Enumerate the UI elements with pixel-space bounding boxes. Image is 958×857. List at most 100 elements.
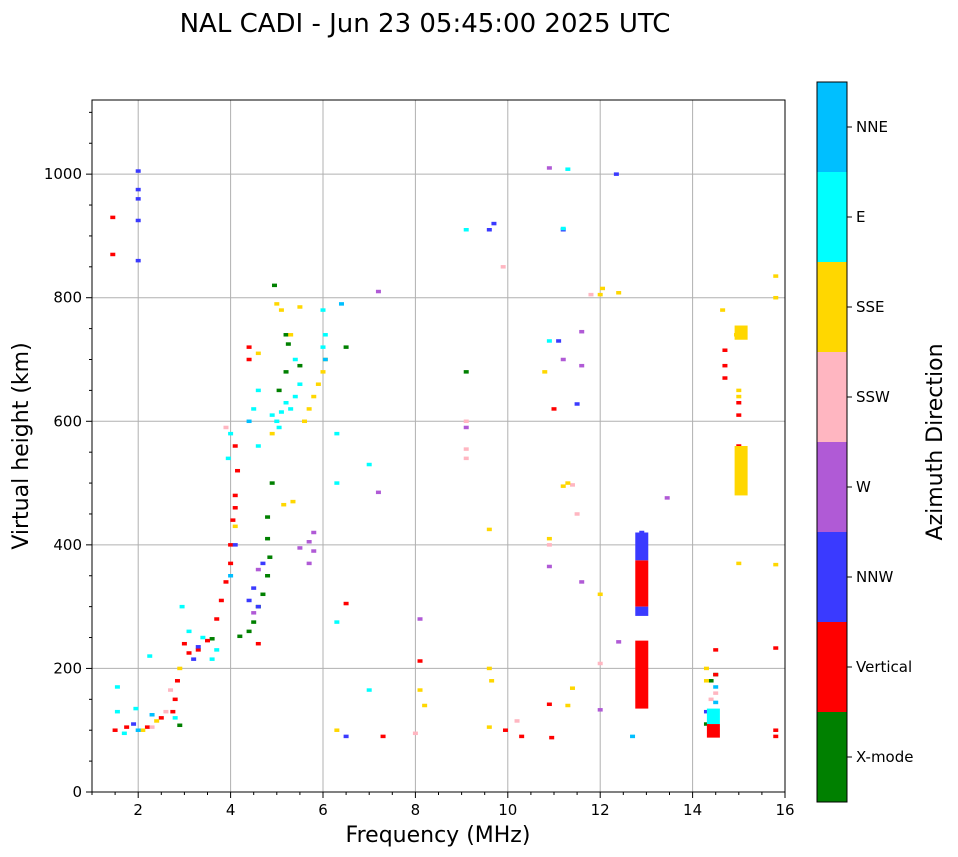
data-point: [773, 274, 779, 278]
data-point: [713, 672, 719, 677]
data-point: [560, 226, 566, 231]
data-point: [486, 725, 492, 729]
data-point: [246, 357, 252, 362]
data-point: [519, 734, 525, 739]
data-point: [131, 722, 137, 726]
data-point: [463, 228, 469, 232]
data-point: [154, 719, 160, 723]
data-point: [556, 339, 562, 343]
colorbar-title: Azimuth Direction: [923, 343, 948, 540]
data-point: [228, 543, 234, 547]
data-point: [343, 601, 349, 606]
data-point: [147, 654, 153, 658]
data-point: [630, 734, 636, 739]
data-point: [417, 617, 423, 621]
data-point: [588, 292, 594, 297]
data-point: [223, 580, 229, 584]
echo-band: [706, 708, 720, 725]
plot-frame: [91, 99, 786, 793]
data-point: [320, 345, 326, 349]
data-point: [255, 444, 261, 448]
y-tick-label: 400: [53, 536, 82, 554]
data-point: [773, 646, 779, 650]
data-point: [278, 410, 284, 414]
data-point: [302, 419, 308, 424]
data-point: [274, 302, 280, 306]
data-point: [708, 697, 714, 702]
data-point: [560, 484, 566, 488]
data-point: [235, 468, 241, 473]
series-w: [251, 166, 670, 712]
data-point: [179, 604, 185, 609]
data-point: [255, 604, 261, 609]
data-point: [565, 481, 571, 485]
data-point: [422, 703, 428, 708]
data-point: [255, 567, 261, 572]
data-point: [265, 536, 271, 541]
data-point: [412, 731, 418, 736]
data-point: [703, 679, 709, 683]
data-point: [163, 709, 169, 714]
data-point: [251, 586, 257, 590]
data-point: [417, 688, 423, 692]
data-point: [246, 345, 252, 349]
data-point: [773, 295, 779, 300]
data-point: [124, 725, 130, 729]
data-point: [574, 402, 580, 406]
data-point: [267, 555, 273, 559]
data-point: [195, 645, 201, 649]
data-point: [560, 357, 566, 362]
x-tick-label: 4: [226, 801, 236, 819]
data-point: [251, 611, 257, 615]
data-point: [546, 339, 552, 343]
data-point: [569, 483, 575, 487]
data-point: [232, 444, 238, 448]
data-point: [320, 370, 326, 374]
data-point: [334, 431, 340, 436]
data-point: [205, 638, 210, 643]
data-point: [292, 357, 298, 362]
data-point: [736, 561, 742, 566]
data-point: [463, 447, 469, 451]
data-point: [251, 620, 257, 624]
data-point: [375, 490, 381, 495]
data-point: [334, 620, 340, 624]
y-tick-label: 200: [53, 659, 82, 677]
colorbar-label: E: [856, 208, 865, 226]
echo-band: [734, 446, 748, 496]
series-nnw: [131, 169, 709, 739]
data-point: [616, 291, 622, 295]
data-point: [172, 716, 178, 720]
data-point: [463, 425, 469, 430]
data-point: [600, 286, 606, 291]
data-point: [214, 648, 220, 652]
data-point: [232, 493, 238, 498]
data-point: [265, 574, 271, 578]
series-nne: [135, 302, 719, 739]
data-point: [276, 425, 282, 430]
data-point: [186, 629, 192, 634]
data-point: [703, 709, 709, 714]
data-point: [149, 713, 155, 717]
colorbar-segment: [817, 622, 847, 712]
data-point: [181, 641, 187, 646]
data-point: [228, 561, 234, 566]
data-point: [269, 413, 275, 417]
echo-band: [734, 325, 748, 340]
data-point: [200, 635, 206, 640]
data-point: [260, 561, 266, 566]
data-point: [297, 305, 303, 309]
data-point: [579, 363, 585, 368]
data-point: [491, 221, 497, 226]
data-point: [736, 401, 742, 405]
data-point: [722, 348, 728, 352]
data-point: [278, 308, 284, 312]
data-point: [140, 728, 146, 732]
data-point: [502, 728, 508, 732]
x-tick-label: 10: [498, 801, 517, 819]
data-point: [306, 407, 312, 411]
colorbar-segment: [817, 532, 847, 622]
data-point: [237, 634, 243, 639]
y-axis: 0 200 400 600 800 1000: [44, 111, 92, 801]
